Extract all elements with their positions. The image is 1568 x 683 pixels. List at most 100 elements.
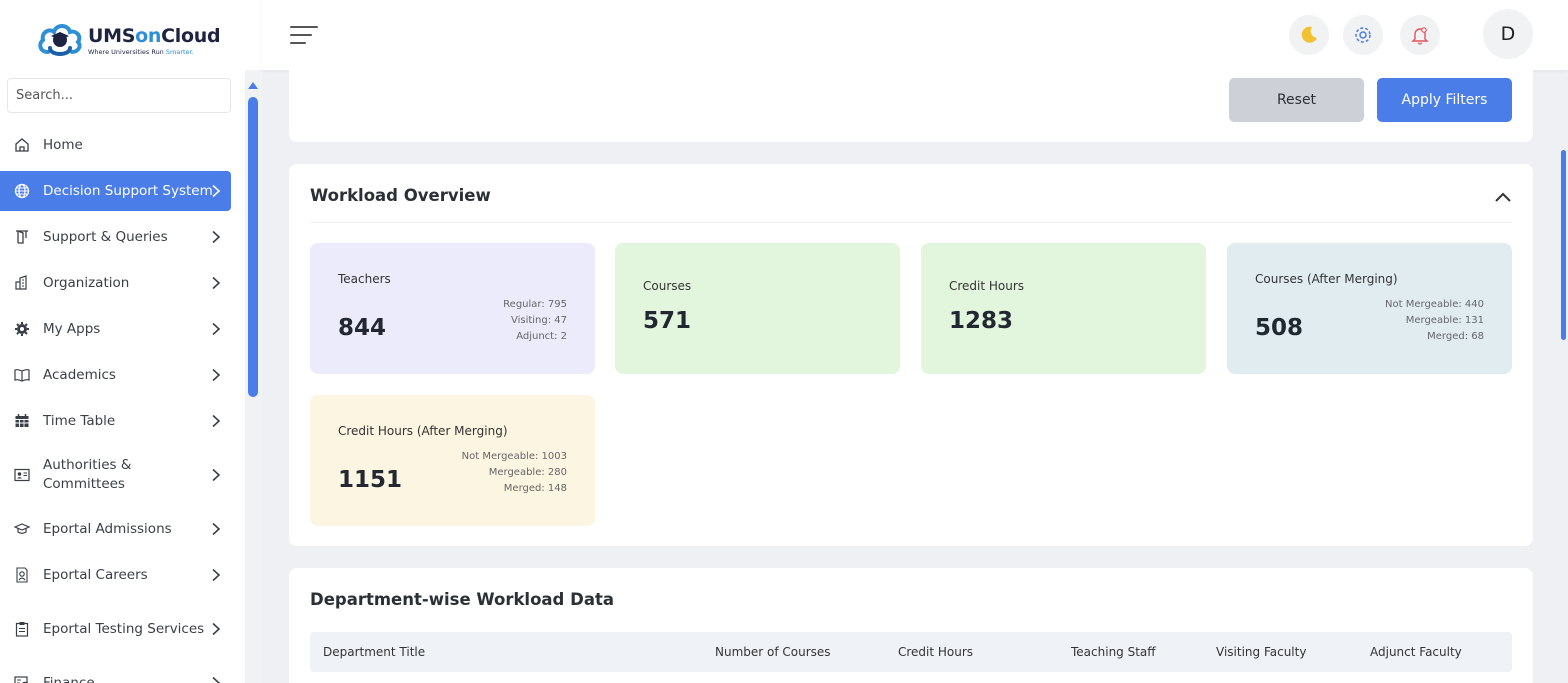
sidebar-item-label: Time Table bbox=[43, 412, 116, 429]
scroll-up-arrow-icon[interactable] bbox=[248, 82, 258, 89]
sidebar-item-authorities-committees[interactable]: Authorities & Committees bbox=[0, 444, 231, 506]
sidebar-item-label: Finance bbox=[43, 674, 95, 683]
gear-icon bbox=[1355, 27, 1371, 43]
main-scroll-thumb[interactable] bbox=[1561, 150, 1566, 340]
brand-tagline: Where Universities Run Smarter. bbox=[88, 47, 194, 56]
sidebar: UMSonCloud Where Universities Run Smarte… bbox=[0, 0, 262, 683]
sidebar-item-my-apps[interactable]: My Apps bbox=[0, 306, 231, 352]
stat-value: 508 bbox=[1255, 315, 1304, 341]
sidebar-item-eportal-admissions[interactable]: Eportal Admissions bbox=[0, 506, 231, 552]
stat-breakdown: Not Mergeable: 1003 Mergeable: 280 Merged:… bbox=[462, 449, 567, 497]
career-icon bbox=[14, 567, 30, 583]
stat-breakdown-line: Merged: 68 bbox=[1427, 331, 1484, 342]
chevron-right-icon[interactable] bbox=[211, 368, 221, 382]
globe-icon bbox=[14, 183, 30, 199]
topbar: D bbox=[262, 0, 1568, 70]
stat-label: Courses (After Merging) bbox=[1255, 272, 1398, 286]
stat-card-courses: Courses 571 bbox=[615, 243, 900, 374]
column-header-department-title[interactable]: Department Title bbox=[323, 645, 426, 659]
sidebar-item-label: Decision Support System bbox=[43, 182, 213, 199]
stat-breakdown-line: Mergeable: 131 bbox=[1405, 315, 1484, 326]
chevron-right-icon[interactable] bbox=[211, 468, 221, 482]
sidebar-item-finance[interactable]: Finance bbox=[0, 660, 231, 683]
stat-breakdown-line: Mergeable: 280 bbox=[488, 467, 567, 478]
user-avatar[interactable]: D bbox=[1483, 9, 1533, 59]
stat-breakdown: Not Mergeable: 440 Mergeable: 131 Merged: … bbox=[1385, 297, 1484, 345]
stat-breakdown-line: Adjunct: 2 bbox=[516, 331, 567, 342]
table-header: Department Title Number of Courses Credit … bbox=[310, 632, 1512, 672]
stat-breakdown-line: Not Mergeable: 440 bbox=[1385, 299, 1484, 310]
chevron-right-icon[interactable] bbox=[211, 622, 221, 636]
stat-breakdown-line: Regular: 795 bbox=[503, 299, 567, 310]
sidebar-scroll-thumb[interactable] bbox=[248, 97, 258, 397]
finance-icon bbox=[14, 675, 30, 683]
id-card-icon bbox=[14, 467, 30, 483]
settings-button[interactable] bbox=[1343, 15, 1383, 55]
sidebar-item-support-queries[interactable]: Support & Queries bbox=[0, 214, 231, 260]
sidebar-item-label: Eportal Careers bbox=[43, 566, 148, 583]
sidebar-item-organization[interactable]: Organization bbox=[0, 260, 231, 306]
stat-label: Courses bbox=[643, 279, 692, 293]
sidebar-item-label: Home bbox=[43, 136, 83, 153]
column-header-adjunct-faculty[interactable]: Adjunct Faculty bbox=[1370, 645, 1462, 659]
stat-value: 571 bbox=[643, 308, 692, 334]
notifications-button[interactable] bbox=[1400, 15, 1440, 55]
moon-icon bbox=[1301, 26, 1317, 43]
sidebar-nav: Home Decision Support System Support & Que… bbox=[0, 122, 231, 683]
door-icon bbox=[14, 229, 30, 245]
clipboard-icon bbox=[14, 621, 30, 637]
stat-card-courses-after-merging: Courses (After Merging) 508 Not Mergeable:… bbox=[1227, 243, 1512, 374]
sidebar-item-time-table[interactable]: Time Table bbox=[0, 398, 231, 444]
dark-mode-toggle[interactable] bbox=[1289, 15, 1329, 55]
sidebar-search-input[interactable] bbox=[7, 78, 231, 113]
sidebar-item-label: Eportal Admissions bbox=[43, 520, 172, 537]
department-workload-title: Department-wise Workload Data bbox=[310, 590, 614, 609]
book-icon bbox=[14, 367, 30, 383]
stat-breakdown: Regular: 795 Visiting: 47 Adjunct: 2 bbox=[503, 297, 567, 345]
stat-card-credit-hours-after-merging: Credit Hours (After Merging) 1151 Not Merg… bbox=[310, 395, 595, 526]
brand-logo[interactable]: UMSonCloud Where Universities Run Smarte… bbox=[36, 18, 221, 62]
stat-label: Credit Hours (After Merging) bbox=[338, 424, 508, 438]
stat-value: 1283 bbox=[949, 308, 1014, 334]
sidebar-item-eportal-careers[interactable]: Eportal Careers bbox=[0, 552, 231, 598]
sidebar-item-label: Authorities & Committees bbox=[43, 457, 132, 492]
chevron-right-icon[interactable] bbox=[211, 184, 221, 198]
apply-filters-button[interactable]: Apply Filters bbox=[1377, 78, 1512, 122]
brand-title: UMSonCloud bbox=[88, 24, 221, 47]
calendar-icon bbox=[14, 413, 30, 429]
stat-label: Credit Hours bbox=[949, 279, 1025, 293]
stat-label: Teachers bbox=[338, 272, 391, 286]
column-header-number-of-courses[interactable]: Number of Courses bbox=[715, 645, 831, 659]
stat-card-teachers: Teachers 844 Regular: 795 Visiting: 47 Adjun… bbox=[310, 243, 595, 374]
sidebar-item-label: My Apps bbox=[43, 320, 101, 337]
stat-breakdown-line: Merged: 148 bbox=[503, 483, 567, 494]
chevron-right-icon[interactable] bbox=[211, 568, 221, 582]
sidebar-item-eportal-testing-services[interactable]: Eportal Testing Services bbox=[0, 598, 231, 660]
stat-breakdown-line: Not Mergeable: 1003 bbox=[461, 451, 567, 462]
column-header-credit-hours[interactable]: Credit Hours bbox=[898, 645, 974, 659]
sidebar-item-academics[interactable]: Academics bbox=[0, 352, 231, 398]
gear-icon bbox=[14, 321, 30, 337]
chevron-right-icon[interactable] bbox=[211, 414, 221, 428]
sidebar-item-label: Organization bbox=[43, 274, 130, 291]
column-header-visiting-faculty[interactable]: Visiting Faculty bbox=[1216, 645, 1307, 659]
chevron-up-icon[interactable] bbox=[1494, 190, 1512, 204]
reset-button[interactable]: Reset bbox=[1229, 78, 1364, 122]
menu-toggle-icon[interactable] bbox=[290, 26, 318, 46]
chevron-right-icon[interactable] bbox=[211, 322, 221, 336]
stat-card-credit-hours: Credit Hours 1283 bbox=[921, 243, 1206, 374]
stat-breakdown-line: Visiting: 47 bbox=[510, 315, 567, 326]
chevron-right-icon[interactable] bbox=[211, 230, 221, 244]
column-header-teaching-staff[interactable]: Teaching Staff bbox=[1071, 645, 1156, 659]
chevron-right-icon[interactable] bbox=[211, 522, 221, 536]
graduation-cap-icon bbox=[14, 521, 30, 537]
bell-icon bbox=[1411, 27, 1429, 45]
chevron-right-icon[interactable] bbox=[211, 676, 221, 683]
sidebar-item-decision-support-system[interactable]: Decision Support System bbox=[0, 171, 231, 211]
stat-value: 1151 bbox=[338, 467, 403, 493]
cloud-cap-logo-icon bbox=[36, 18, 84, 62]
building-icon bbox=[14, 275, 30, 291]
chevron-right-icon[interactable] bbox=[211, 276, 221, 290]
divider bbox=[310, 222, 1512, 223]
sidebar-item-home[interactable]: Home bbox=[0, 122, 231, 168]
